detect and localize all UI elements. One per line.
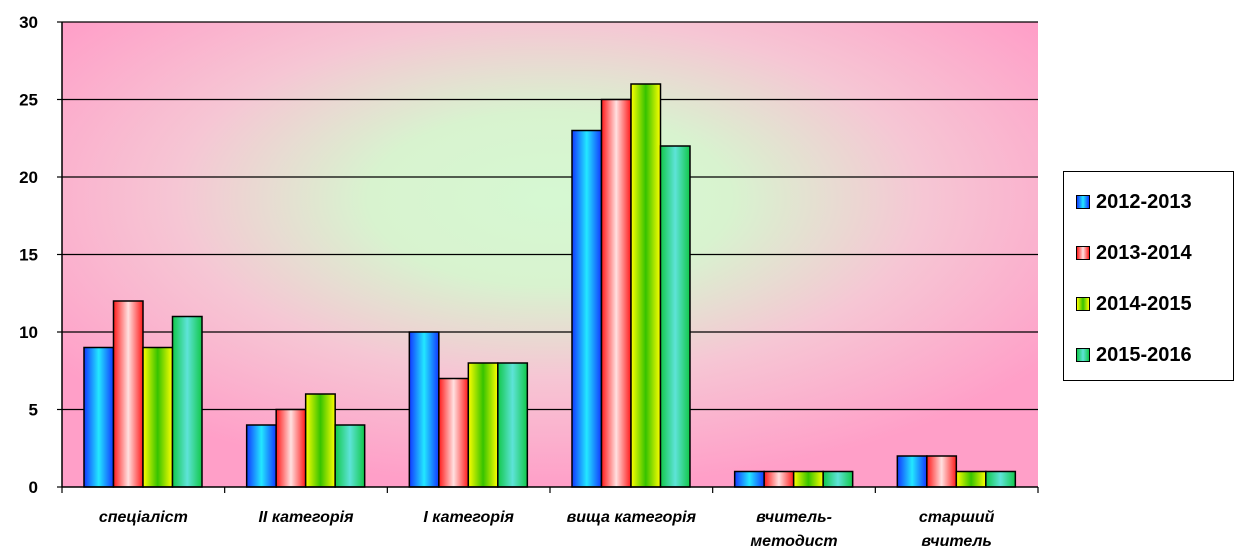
category-label: вчитель bbox=[921, 533, 992, 548]
axes bbox=[57, 21, 1039, 493]
bar-2013-2014-2 bbox=[438, 377, 470, 488]
legend-label: 2012-2013 bbox=[1096, 190, 1192, 213]
bar-2013-2014-1 bbox=[275, 408, 307, 488]
legend-swatch-icon bbox=[1076, 195, 1090, 209]
bar-2013-2014-3 bbox=[600, 98, 632, 488]
category-label: спеціаліст bbox=[99, 509, 188, 526]
y-tick-labels: 0 5 10 15 20 25 30 bbox=[19, 13, 38, 497]
y-tick-label: 10 bbox=[19, 323, 38, 342]
category-label: вчитель- bbox=[756, 509, 832, 526]
legend-item-2014-2015: 2014-2015 bbox=[1076, 292, 1192, 316]
category-label: ІІ категорія bbox=[258, 509, 354, 526]
bar-2014-2015-0 bbox=[142, 346, 174, 488]
category-label: І категорія bbox=[423, 509, 514, 526]
y-tick-label: 15 bbox=[19, 246, 38, 265]
bar-2012-2013-0 bbox=[83, 346, 115, 488]
category-label: методист bbox=[750, 533, 837, 548]
legend-item-2013-2014: 2013-2014 bbox=[1076, 241, 1192, 265]
category-label: старший bbox=[919, 509, 995, 526]
bar-2015-2016-0 bbox=[171, 315, 203, 488]
legend-swatch-icon bbox=[1076, 348, 1090, 362]
bar-2012-2013-2 bbox=[408, 331, 440, 488]
bar-2015-2016-1 bbox=[334, 424, 366, 488]
legend-label: 2013-2014 bbox=[1096, 241, 1192, 264]
legend-label: 2014-2015 bbox=[1096, 292, 1192, 315]
bar-2012-2013-1 bbox=[245, 424, 277, 488]
gridlines bbox=[62, 21, 1038, 411]
bar-2013-2014-0 bbox=[112, 300, 144, 488]
y-tick-label: 5 bbox=[29, 401, 38, 420]
bars bbox=[83, 83, 1017, 488]
bar-2013-2014-5 bbox=[926, 455, 958, 488]
y-tick-label: 25 bbox=[19, 91, 38, 110]
bar-2015-2016-2 bbox=[497, 362, 529, 488]
y-tick-label: 0 bbox=[29, 478, 38, 497]
legend-item-2012-2013: 2012-2013 bbox=[1076, 190, 1192, 214]
bar-2012-2013-5 bbox=[896, 455, 928, 488]
legend-swatch-icon bbox=[1076, 246, 1090, 260]
bar-2014-2015-3 bbox=[630, 83, 662, 488]
bar-2015-2016-5 bbox=[985, 470, 1017, 488]
y-tick-label: 20 bbox=[19, 168, 38, 187]
bar-2013-2014-4 bbox=[763, 470, 795, 488]
bar-2014-2015-4 bbox=[792, 470, 824, 488]
bar-2015-2016-4 bbox=[822, 470, 854, 488]
legend: 2012-2013 2013-2014 2014-2015 2015-2016 bbox=[1063, 171, 1234, 381]
bar-2012-2013-4 bbox=[733, 470, 765, 488]
legend-label: 2015-2016 bbox=[1096, 343, 1192, 366]
bar-2014-2015-1 bbox=[304, 393, 336, 488]
bar-2015-2016-3 bbox=[659, 145, 691, 488]
bar-2012-2013-3 bbox=[571, 129, 603, 488]
category-labels: спеціаліст ІІ категорія І категорія вища ка… bbox=[99, 509, 995, 548]
category-label: вища категорія bbox=[567, 509, 697, 526]
y-tick-label: 30 bbox=[19, 13, 38, 32]
bar-2014-2015-5 bbox=[955, 470, 987, 488]
legend-swatch-icon bbox=[1076, 297, 1090, 311]
bar-2014-2015-2 bbox=[467, 362, 499, 488]
legend-item-2015-2016: 2015-2016 bbox=[1076, 343, 1192, 367]
